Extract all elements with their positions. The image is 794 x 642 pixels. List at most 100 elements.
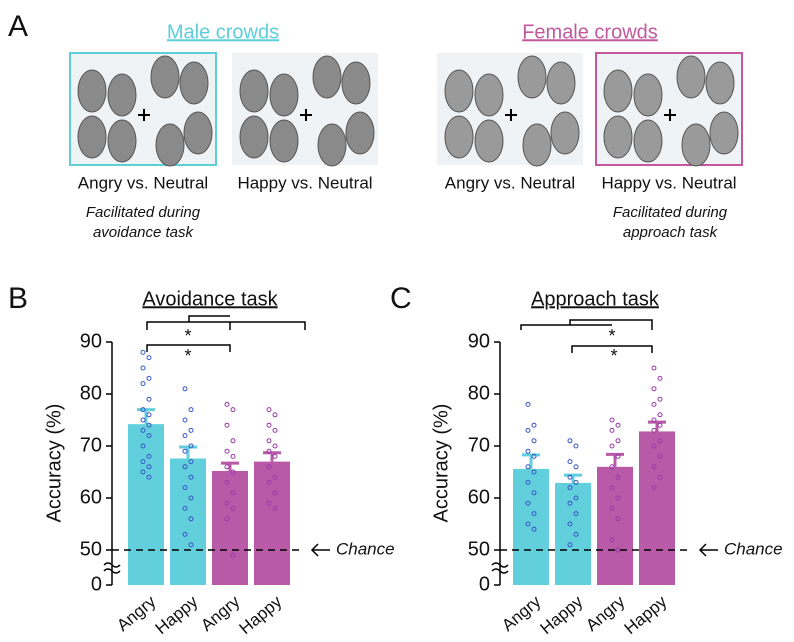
subject-point [146,422,152,428]
subject-point [230,407,236,413]
subject-point [146,396,152,402]
face [603,115,633,159]
axis-break [491,562,509,574]
subject-point [651,386,657,392]
face [633,119,663,163]
subject-point [146,453,152,459]
fixation-cross [664,109,676,121]
subject-point [657,438,663,444]
subject-point [272,412,278,418]
face [550,111,580,155]
y-tick-label: 80 [468,382,490,404]
subject-point [567,500,573,506]
subject-point [615,438,621,444]
x-tick-label: Angry [113,592,160,635]
subject-point [615,422,621,428]
bar [212,470,248,585]
face [150,55,180,99]
subject-point [657,396,663,402]
subject-point [573,531,579,537]
y-tick-label: 0 [479,573,490,595]
face [522,123,552,167]
face [77,115,107,159]
subject-point [182,505,188,511]
subject-point [182,485,188,491]
subject-point [140,459,146,465]
subject-point [567,474,573,480]
subject-point [266,479,272,485]
subject-point [651,485,657,491]
error-bar [137,408,155,425]
subject-point [272,490,278,496]
significance-bracket [146,315,306,352]
subject-point [609,464,615,470]
significance-bracket [520,319,653,353]
subject-point [573,464,579,470]
x-tick-label: Angry [197,592,244,635]
y-axis-label: Accuracy (%) [430,404,452,523]
significance-star: * [608,326,615,346]
face [239,69,269,113]
y-tick-label: 60 [468,486,490,508]
face [269,119,299,163]
x-tick-label: Angry [582,592,629,635]
subject-point [140,381,146,387]
subject-point [609,505,615,511]
chance-arrow [698,543,718,557]
subject-point [146,433,152,439]
subject-point [140,443,146,449]
subject-point [230,469,236,475]
group-title: Female crowds [522,21,658,43]
subject-point [224,464,230,470]
group-title: Male crowds [167,21,279,43]
subject-point [140,407,146,413]
y-tick-label: 90 [80,330,102,352]
subject-point [188,495,194,501]
subject-point [657,375,663,381]
note: approach task [623,224,719,241]
subject-point [188,407,194,413]
error-bar [179,445,197,459]
fixation-cross [505,109,517,121]
x-tick-label: Happy [152,592,202,638]
subject-point [609,537,615,543]
subject-point [224,448,230,454]
y-tick-label: 0 [91,573,102,595]
face [705,61,735,105]
subject-point [657,412,663,418]
significance-star: * [184,346,191,366]
subject-point [140,469,146,475]
face [603,69,633,113]
face [317,123,347,167]
face [709,111,739,155]
subject-point [567,459,573,465]
bar [639,431,675,585]
subject-point [188,443,194,449]
face [183,111,213,155]
subject-point [224,479,230,485]
subject-point [615,474,621,480]
subject-point [140,365,146,371]
chance-label: Chance [724,539,783,558]
subject-point [224,516,230,522]
subject-point [609,485,615,491]
subject-point [182,433,188,439]
face [676,55,706,99]
face [179,61,209,105]
face [474,73,504,117]
panel-label: A [8,10,28,43]
subject-point [140,427,146,433]
subject-point [525,464,531,470]
subject-point [224,422,230,428]
subject-point [525,521,531,527]
subject-point [615,453,621,459]
subject-point [272,505,278,511]
bar [597,466,633,585]
face [239,115,269,159]
y-tick-label: 90 [468,330,490,352]
subject-point [182,417,188,423]
face [633,73,663,117]
subject-point [266,500,272,506]
condition-label: Happy vs. Neutral [237,173,372,192]
